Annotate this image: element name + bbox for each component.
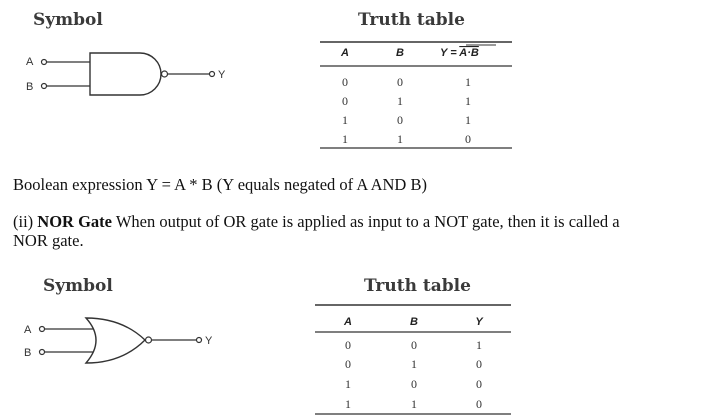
nor-gate-body xyxy=(84,317,147,364)
nand-gate-body xyxy=(89,52,162,96)
nand-table-cell: 1 xyxy=(465,94,471,108)
nand-table-cell: 1 xyxy=(342,132,348,146)
nor-table-cell: 1 xyxy=(476,338,482,352)
nand-table-cell: 1 xyxy=(397,94,403,108)
nor-table-header-b: B xyxy=(410,316,418,328)
nand-table-header-b: B xyxy=(396,47,404,59)
nor-description-paragraph: (ii) NOR Gate When output of OR gate is … xyxy=(13,212,693,250)
nor-table-header-a: A xyxy=(343,316,352,328)
boolean-expression-text: Boolean expression Y = A * B (Y equals n… xyxy=(13,175,427,194)
nand-table-cell: 0 xyxy=(465,132,471,146)
nor-table-cell: 0 xyxy=(476,357,482,371)
nor-description-rest: When output of OR gate is applied as inp… xyxy=(112,212,620,231)
nor-input-a-label: A xyxy=(24,324,32,336)
nor-table-cell: 0 xyxy=(476,377,482,391)
nand-output-terminal xyxy=(208,70,216,78)
nor-table-cell: 0 xyxy=(411,338,417,352)
nor-symbol-heading: Symbol xyxy=(43,276,113,296)
nor-description-line-1: (ii) NOR Gate When output of OR gate is … xyxy=(13,212,693,231)
nor-input-b-label: B xyxy=(24,347,31,359)
nor-table-cell: 0 xyxy=(476,397,482,411)
nor-table-cell: 0 xyxy=(411,377,417,391)
nand-table-cell: 1 xyxy=(465,113,471,127)
nor-gate-term: NOR Gate xyxy=(37,212,112,231)
nand-table-cell: 0 xyxy=(397,113,403,127)
nand-table-header-y-main: Y = xyxy=(440,47,459,59)
nand-table-cell: 0 xyxy=(397,75,403,89)
nand-table-cell: 1 xyxy=(465,75,471,89)
nor-table-cell: 1 xyxy=(345,377,351,391)
nand-table-header-a: A xyxy=(340,47,349,59)
nor-table-cell: 1 xyxy=(411,397,417,411)
nand-symbol-heading: Symbol xyxy=(33,10,103,30)
nand-table-cell: 0 xyxy=(342,94,348,108)
nor-table-cell: 0 xyxy=(345,338,351,352)
nor-table-cell: 1 xyxy=(345,397,351,411)
nand-table-cell: 1 xyxy=(397,132,403,146)
nand-input-a-label: A xyxy=(26,56,34,68)
nand-input-b-label: B xyxy=(26,81,33,93)
nor-truth-table-heading: Truth table xyxy=(364,276,471,296)
nor-description-line-2: NOR gate. xyxy=(13,231,84,250)
nor-table-cell: 1 xyxy=(411,357,417,371)
nor-output-label: Y xyxy=(205,335,213,347)
nand-output-label: Y xyxy=(218,69,226,81)
nor-description-prefix: (ii) xyxy=(13,212,38,231)
nor-output-terminal xyxy=(195,336,203,344)
nand-table-header-y: Y = A·B xyxy=(440,47,479,59)
nand-table-header-y-overlined: A·B xyxy=(458,47,479,59)
nor-table-cell: 0 xyxy=(345,357,351,371)
nor-table-header-y: Y xyxy=(475,316,484,328)
nand-table-cell: 0 xyxy=(342,75,348,89)
nand-table-cell: 1 xyxy=(342,113,348,127)
nand-truth-table-heading: Truth table xyxy=(358,10,465,30)
